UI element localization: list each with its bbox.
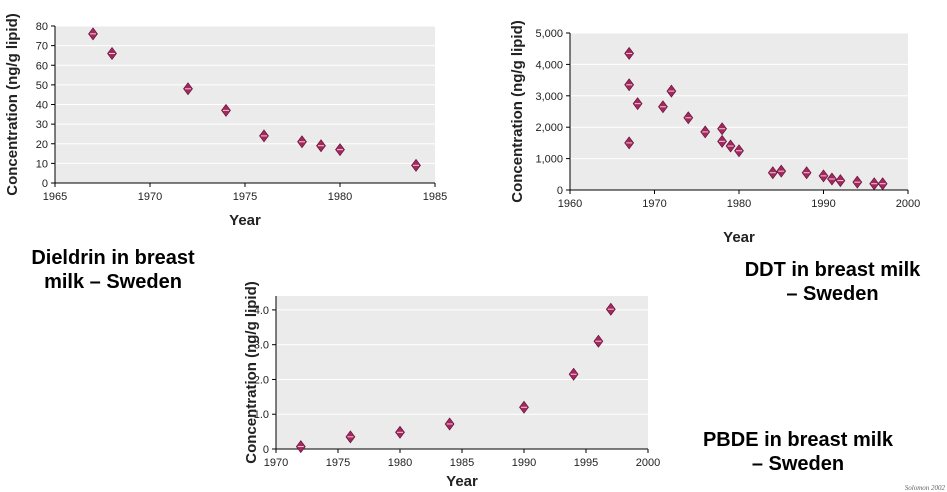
ddt-x-tick-label: 2000 xyxy=(896,198,920,210)
ddt-data-point xyxy=(717,134,727,148)
dieldrin-y-tick-label: 50 xyxy=(36,80,48,92)
ddt-data-point xyxy=(835,174,846,188)
pbde-x-tick-label: 1980 xyxy=(388,457,412,469)
ddt-chart: 0 1,000 2,000 3,000 4,000 5,000 1960 1970 1980 19… xyxy=(509,20,920,246)
ddt-y-tick-label: 4,000 xyxy=(535,59,563,71)
dieldrin-caption: Dieldrin in breast milk – Sweden xyxy=(0,246,226,294)
dieldrin-data-point xyxy=(297,135,307,149)
dieldrin-y-tick-label: 20 xyxy=(36,139,48,151)
ddt-data-point xyxy=(852,175,863,189)
dieldrin-caption-line-2: milk – Sweden xyxy=(44,271,182,293)
dieldrin-data-point xyxy=(411,158,421,172)
ddt-data-point xyxy=(827,172,837,186)
ddt-data-point xyxy=(767,166,778,180)
ddt-y-axis-title: Concentration (ng/g lipid) xyxy=(509,20,526,202)
dieldrin-data-point xyxy=(316,139,326,153)
dieldrin-y-tick-label: 70 xyxy=(36,41,48,53)
pbde-data-point xyxy=(395,425,405,439)
ddt-caption-line-1: DDT in breast milk xyxy=(744,259,921,281)
dieldrin-caption-line-1: Dieldrin in breast xyxy=(31,247,195,269)
ddt-data-point xyxy=(877,177,888,191)
dieldrin-y-tick-label: 60 xyxy=(36,60,48,72)
ddt-data-point xyxy=(734,144,744,158)
dieldrin-y-tick-label: 30 xyxy=(36,119,48,131)
ddt-data-point xyxy=(632,97,643,111)
ddt-x-tick-label: 1980 xyxy=(727,198,751,210)
ddt-y-tick-label: 3,000 xyxy=(535,91,563,103)
ddt-data-point xyxy=(658,100,668,114)
pbde-x-tick-label: 1975 xyxy=(326,457,350,469)
pbde-y-tick-label: 1.0 xyxy=(254,409,269,421)
pbde-data-point xyxy=(605,302,616,316)
pbde-data-point xyxy=(295,440,306,454)
ddt-data-point xyxy=(700,125,711,139)
ddt-data-point xyxy=(818,169,829,183)
pbde-x-tick-label: 1970 xyxy=(264,457,288,469)
dieldrin-data-point xyxy=(107,46,117,60)
dieldrin-x-tick-label: 1965 xyxy=(43,191,67,203)
pbde-y-tick-label: 3.0 xyxy=(254,340,269,352)
pbde-x-tick-label: 1995 xyxy=(574,457,598,469)
ddt-data-point xyxy=(717,122,727,136)
ddt-data-point xyxy=(683,111,694,125)
dieldrin-chart: 0 10 20 30 40 50 60 70 80 1965 1970 1975 1980 1985 Yea… xyxy=(4,13,447,229)
dieldrin-y-tick-label: 40 xyxy=(36,100,48,112)
ddt-y-tick-label: 2,000 xyxy=(535,122,563,134)
pbde-caption: PBDE in breast milk – Sweden xyxy=(676,428,920,476)
ddt-y-tick-label: 0 xyxy=(557,185,563,197)
ddt-caption: DDT in breast milk – Sweden xyxy=(718,258,947,306)
pbde-x-axis-title: Year xyxy=(446,473,478,490)
ddt-data-point xyxy=(801,166,812,180)
ddt-x-tick-label: 1970 xyxy=(642,198,666,210)
dieldrin-data-point xyxy=(259,129,269,143)
ddt-data-point xyxy=(776,164,787,178)
ddt-caption-line-2: – Sweden xyxy=(786,283,879,305)
ddt-data-point xyxy=(725,139,736,153)
ddt-data-point xyxy=(624,46,635,60)
pbde-data-point xyxy=(568,367,579,381)
pbde-data-point xyxy=(444,417,455,431)
dieldrin-data-point xyxy=(183,82,193,96)
dieldrin-data-point xyxy=(221,103,231,117)
source-credit: Solomon 2002 xyxy=(904,484,945,492)
ddt-y-tick-label: 5,000 xyxy=(535,28,563,40)
ddt-data-point xyxy=(624,136,635,150)
pbde-y-tick-label: 4.0 xyxy=(254,305,269,317)
ddt-x-tick-label: 1960 xyxy=(558,198,582,210)
pbde-y-axis-title: Concentration (ng/g lipid) xyxy=(243,281,260,463)
pbde-x-tick-label: 1985 xyxy=(450,457,474,469)
pbde-x-tick-label: 2000 xyxy=(636,457,660,469)
dieldrin-y-tick-label: 10 xyxy=(36,158,48,170)
dieldrin-x-tick-label: 1970 xyxy=(138,191,162,203)
ddt-data-point xyxy=(869,177,880,191)
dieldrin-y-axis-title: Concentration (ng/g lipid) xyxy=(4,13,21,195)
dieldrin-y-tick-label: 80 xyxy=(36,21,48,33)
pbde-caption-line-2: – Sweden xyxy=(751,453,845,475)
pbde-plot-area xyxy=(276,296,648,449)
dieldrin-y-tick-label: 0 xyxy=(42,178,48,190)
pbde-y-tick-label: 0 xyxy=(263,444,269,456)
ddt-data-point xyxy=(624,78,635,92)
ddt-y-tick-label: 1,000 xyxy=(535,154,563,166)
pbde-y-tick-label: 2.0 xyxy=(254,374,269,386)
ddt-plot-area xyxy=(570,33,908,190)
ddt-data-point xyxy=(666,84,677,98)
pbde-data-point xyxy=(345,430,356,444)
dieldrin-x-tick-label: 1975 xyxy=(233,191,257,203)
pbde-data-point xyxy=(593,334,604,348)
ddt-x-tick-label: 1990 xyxy=(811,198,835,210)
dieldrin-data-point xyxy=(335,143,345,157)
pbde-chart: 0 1.0 2.0 3.0 4.0 1970 1975 1980 1985 1990 1995 200… xyxy=(243,281,660,490)
pbde-caption-line-1: PBDE in breast milk xyxy=(702,429,894,451)
ddt-x-axis-title: Year xyxy=(723,229,755,246)
pbde-data-point xyxy=(519,400,529,414)
dieldrin-data-point xyxy=(88,27,98,41)
pbde-x-tick-label: 1990 xyxy=(512,457,536,469)
dieldrin-x-axis-title: Year xyxy=(229,212,261,229)
dieldrin-x-tick-label: 1985 xyxy=(423,191,447,203)
dieldrin-x-tick-label: 1980 xyxy=(328,191,352,203)
